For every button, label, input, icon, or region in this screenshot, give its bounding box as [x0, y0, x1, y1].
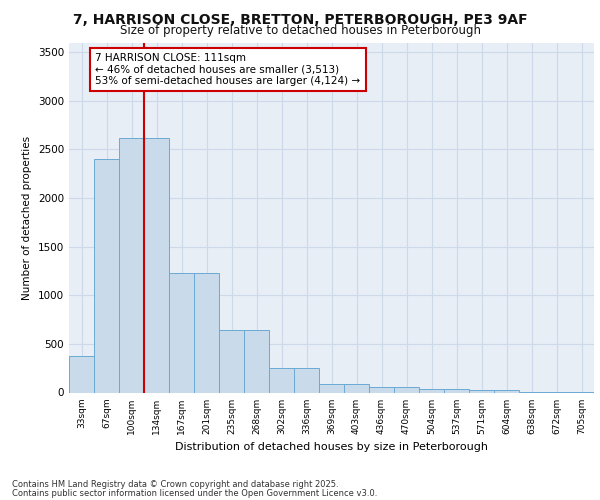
- Bar: [344, 384, 369, 392]
- Bar: [494, 390, 519, 392]
- Bar: [94, 159, 119, 392]
- Bar: [169, 273, 194, 392]
- Bar: [69, 356, 94, 393]
- Bar: [394, 387, 419, 392]
- Bar: [294, 368, 319, 392]
- Text: Contains public sector information licensed under the Open Government Licence v3: Contains public sector information licen…: [12, 488, 377, 498]
- Bar: [244, 330, 269, 392]
- Bar: [194, 273, 219, 392]
- Text: Contains HM Land Registry data © Crown copyright and database right 2025.: Contains HM Land Registry data © Crown c…: [12, 480, 338, 489]
- Bar: [319, 384, 344, 392]
- Bar: [419, 388, 444, 392]
- Text: 7, HARRISON CLOSE, BRETTON, PETERBOROUGH, PE3 9AF: 7, HARRISON CLOSE, BRETTON, PETERBOROUGH…: [73, 12, 527, 26]
- Bar: [219, 330, 244, 392]
- Text: 7 HARRISON CLOSE: 111sqm
← 46% of detached houses are smaller (3,513)
53% of sem: 7 HARRISON CLOSE: 111sqm ← 46% of detach…: [95, 53, 361, 86]
- Bar: [269, 368, 294, 392]
- Y-axis label: Number of detached properties: Number of detached properties: [22, 136, 32, 300]
- Bar: [444, 388, 469, 392]
- Text: Size of property relative to detached houses in Peterborough: Size of property relative to detached ho…: [119, 24, 481, 37]
- Bar: [144, 138, 169, 392]
- Bar: [469, 390, 494, 392]
- Bar: [369, 387, 394, 392]
- X-axis label: Distribution of detached houses by size in Peterborough: Distribution of detached houses by size …: [175, 442, 488, 452]
- Bar: [119, 138, 144, 392]
